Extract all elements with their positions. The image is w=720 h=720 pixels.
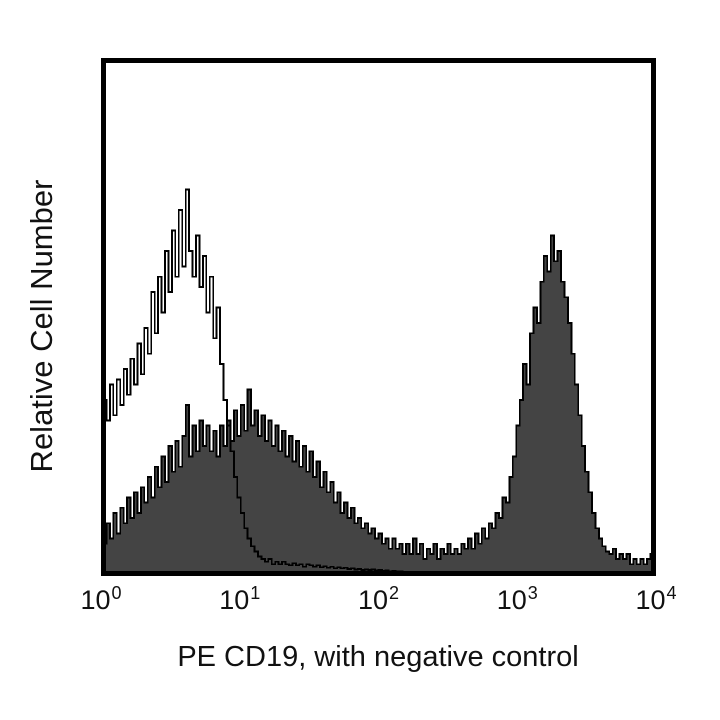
plot-frame	[101, 58, 656, 576]
filled-histogram-pe-cd19	[102, 234, 655, 576]
x-axis-title: PE CD19, with negative control	[177, 641, 579, 673]
y-axis-title: Relative Cell Number	[24, 179, 59, 473]
